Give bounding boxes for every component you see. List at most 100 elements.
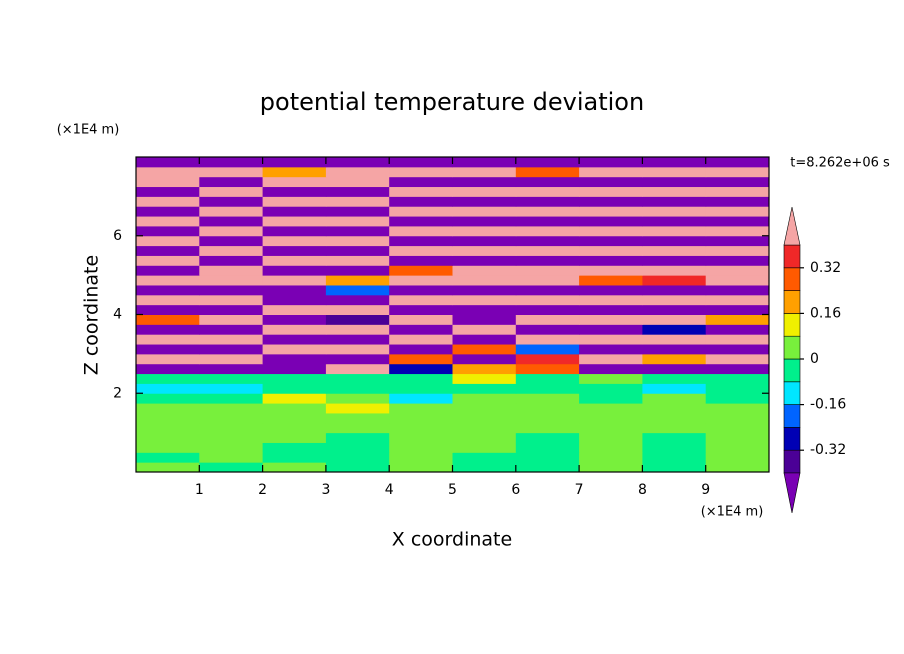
contour-cell (136, 157, 200, 168)
contour-cell (325, 186, 390, 197)
contour-cell (642, 304, 707, 315)
contour-cell (705, 353, 770, 365)
contour-cell (515, 324, 580, 335)
contour-cell (325, 422, 390, 434)
contour-cell (705, 383, 770, 394)
contour-cell (325, 284, 390, 296)
contour-cell (452, 432, 517, 443)
contour-cell (452, 157, 517, 168)
contour-cell (515, 422, 580, 434)
contour-cell (136, 363, 200, 375)
contour-cell (705, 284, 770, 296)
contour-cell (452, 403, 517, 414)
contour-cell (389, 235, 453, 247)
contour-cell (515, 186, 580, 197)
contour-cell (199, 196, 264, 207)
contour-cell (515, 255, 580, 266)
contour-cell (199, 393, 264, 404)
contour-cell (579, 383, 643, 394)
contour-cell (199, 452, 264, 463)
contour-cell (515, 304, 580, 315)
contour-cell (705, 186, 770, 197)
contour-cell (705, 452, 770, 463)
contour-cell (325, 294, 390, 306)
contour-cell (515, 176, 580, 188)
contour-cell (325, 383, 390, 394)
contour-cell (642, 334, 707, 345)
contour-cell (325, 432, 390, 443)
contour-cell (642, 255, 707, 266)
y-tick-label: 4 (113, 307, 122, 323)
contour-cell (579, 255, 643, 266)
contour-cell (389, 412, 453, 424)
contour-cell (705, 412, 770, 424)
contour-cell (452, 442, 517, 453)
contour-cell (452, 186, 517, 197)
colorbar-band (783, 358, 801, 383)
contour-cell (262, 314, 327, 325)
contour-cell (642, 225, 707, 237)
contour-cell (136, 166, 200, 178)
contour-cell (705, 255, 770, 266)
contour-cell (515, 157, 580, 168)
contour-cell (389, 216, 453, 227)
contour-cell (199, 422, 264, 434)
contour-cell (579, 462, 643, 473)
contour-cell (579, 225, 643, 237)
contour-cell (325, 157, 390, 168)
contour-cell (515, 294, 580, 306)
contour-cell (136, 294, 200, 306)
contour-cell (325, 275, 390, 286)
contour-cell (515, 383, 580, 394)
contour-cell (136, 284, 200, 296)
contour-cell (705, 157, 770, 168)
contour-cell (705, 166, 770, 178)
contour-cell (579, 235, 643, 247)
contour-cell (452, 275, 517, 286)
contour-cell (515, 363, 580, 375)
contour-cell (452, 304, 517, 315)
contour-cell (136, 422, 200, 434)
contour-cell (389, 344, 453, 355)
contour-cell (325, 324, 390, 335)
contour-cell (389, 284, 453, 296)
contour-cell (452, 452, 517, 463)
colorbar-tick-label: 0.16 (810, 305, 841, 321)
contour-cell (579, 432, 643, 443)
contour-cell (136, 196, 200, 207)
contour-cell (325, 452, 390, 463)
contour-cell (515, 225, 580, 237)
colorbar-tick-label: -0.32 (810, 442, 846, 458)
contour-cell (199, 245, 264, 256)
contour-cell (579, 294, 643, 306)
contour-cell (136, 344, 200, 355)
contour-cell (262, 176, 327, 188)
contour-cell (452, 294, 517, 306)
contour-cell (452, 334, 517, 345)
contour-cell (262, 344, 327, 355)
contour-cell (325, 206, 390, 217)
contour-cell (262, 186, 327, 197)
contour-cell (199, 157, 264, 168)
contour-cell (452, 314, 517, 325)
contour-cell (199, 216, 264, 227)
contour-cell (705, 265, 770, 276)
contour-cell (262, 363, 327, 375)
colorbar-band (783, 335, 801, 360)
contour-cell (389, 324, 453, 335)
contour-cell (452, 235, 517, 247)
contour-cell (579, 403, 643, 414)
contour-cell (199, 344, 264, 355)
contour-cell (705, 294, 770, 306)
contour-cell (579, 275, 643, 286)
contour-cell (136, 186, 200, 197)
contour-cell (199, 235, 264, 247)
contour-cell (515, 344, 580, 355)
colorbar-band (783, 404, 801, 428)
contour-cell (262, 452, 327, 463)
contour-cell (389, 442, 453, 453)
contour-cell (389, 176, 453, 188)
contour-cell (515, 235, 580, 247)
contour-cell (262, 412, 327, 424)
contour-cell (325, 196, 390, 207)
